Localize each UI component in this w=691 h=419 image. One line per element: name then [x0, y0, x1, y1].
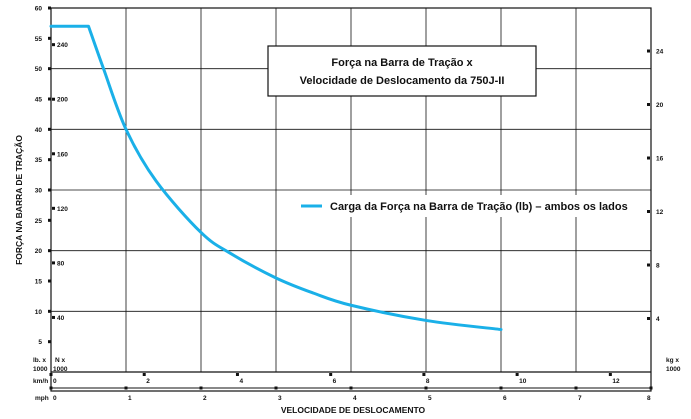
n-tick-mark — [52, 315, 55, 319]
lb-tick-label: 5 — [38, 339, 42, 346]
mph-tick-mark — [124, 386, 128, 390]
legend: Carga da Força na Barra de Tração (lb) –… — [296, 195, 641, 217]
mph-unit-label: mph — [35, 395, 49, 402]
kg-tick-label: 4 — [656, 316, 660, 323]
lb-tick-label: 25 — [35, 218, 43, 225]
lb-tick-mark — [48, 188, 51, 192]
mph-tick-label: 0 — [53, 395, 57, 402]
kg-tick-label: 16 — [656, 156, 664, 163]
lb-tick-mark — [48, 309, 51, 313]
lb-tick-label: 35 — [35, 157, 43, 164]
kmh-tick-label: 0 — [53, 378, 57, 385]
n-tick-mark — [52, 261, 55, 265]
lb-tick-label: 10 — [35, 309, 43, 316]
n-tick-label: 80 — [57, 260, 65, 267]
lb-tick-mark — [48, 67, 51, 71]
lb-tick-label: 30 — [35, 188, 43, 195]
mph-tick-label: 1 — [128, 395, 132, 402]
mph-tick-mark — [199, 386, 203, 390]
chart-title-box: Força na Barra de Tração x Velocidade de… — [267, 45, 537, 97]
kmh-tick-mark — [329, 373, 333, 376]
lb-tick-mark — [48, 6, 51, 10]
mph-tick-label: 5 — [428, 395, 432, 402]
lb-tick-label: 50 — [35, 66, 43, 73]
kmh-tick-mark — [235, 373, 239, 376]
kmh-tick-mark — [608, 373, 612, 376]
mph-tick-mark — [649, 386, 653, 390]
series-line-0 — [49, 24, 503, 332]
lb-tick-label: 55 — [35, 36, 43, 43]
lb-tick-label: 15 — [35, 279, 43, 286]
kg-tick-mark — [647, 263, 650, 267]
kmh-tick-label: 10 — [519, 378, 527, 385]
lb-tick-mark — [48, 218, 51, 222]
kg-unit-label-line1: kg x — [666, 357, 679, 364]
lb-tick-label: 40 — [35, 127, 43, 134]
mph-tick-mark — [349, 386, 353, 390]
mph-tick-label: 4 — [353, 395, 357, 402]
mph-tick-mark — [49, 386, 53, 390]
mph-tick-label: 3 — [278, 395, 282, 402]
mph-tick-label: 6 — [503, 395, 507, 402]
n-tick-mark — [52, 43, 55, 47]
kg-tick-label: 8 — [656, 263, 660, 270]
kg-unit-label-line2: 1000 — [666, 366, 681, 373]
kmh-unit-label: km/h — [33, 378, 48, 385]
lb-tick-mark — [48, 36, 51, 40]
legend-label: Carga da Força na Barra de Tração (lb) –… — [330, 201, 628, 213]
kmh-tick-label: 8 — [426, 378, 430, 385]
x-axis-title: VELOCIDADE DE DESLOCAMENTO — [281, 405, 426, 415]
kmh-tick-mark — [515, 373, 519, 376]
kmh-tick-label: 6 — [333, 378, 337, 385]
n-tick-label: 240 — [57, 42, 68, 49]
lb-tick-mark — [48, 97, 51, 101]
kg-tick-label: 12 — [656, 209, 664, 216]
n-unit-label-line2: 1000 — [53, 366, 68, 373]
mph-tick-label: 2 — [203, 395, 207, 402]
lb-tick-mark — [48, 249, 51, 253]
kg-tick-label: 20 — [656, 102, 664, 109]
n-tick-mark — [52, 97, 55, 101]
lb-tick-label: 60 — [35, 6, 43, 13]
kmh-tick-label: 2 — [146, 378, 150, 385]
axes: 6055504540353025201510524020016012080402… — [35, 6, 664, 403]
mph-tick-label: 7 — [578, 395, 582, 402]
n-tick-label: 120 — [57, 206, 68, 213]
kg-tick-mark — [647, 103, 650, 107]
lb-tick-mark — [48, 340, 51, 344]
mph-tick-mark — [574, 386, 578, 390]
kmh-tick-mark — [422, 373, 426, 376]
chart-title-line-1: Força na Barra de Tração x — [331, 57, 473, 69]
kg-tick-mark — [647, 210, 650, 214]
kmh-tick-mark — [142, 373, 146, 376]
lb-tick-mark — [48, 158, 51, 162]
lb-tick-label: 45 — [35, 97, 43, 104]
kg-tick-mark — [647, 156, 650, 160]
lb-unit-label-line1: lb. x — [33, 357, 46, 364]
lb-tick-label: 20 — [35, 248, 43, 255]
mph-tick-mark — [274, 386, 278, 390]
n-tick-mark — [52, 206, 55, 210]
n-tick-mark — [52, 152, 55, 156]
n-tick-label: 40 — [57, 315, 65, 322]
y-axis-title: FORÇA NA BARRA DE TRAÇÃO — [14, 135, 24, 265]
kmh-tick-label: 4 — [239, 378, 243, 385]
kg-tick-mark — [647, 317, 650, 321]
n-tick-label: 200 — [57, 97, 68, 104]
chart-title-line-2: Velocidade de Deslocamento da 750J-II — [300, 75, 505, 87]
kmh-tick-label: 12 — [612, 378, 620, 385]
lb-unit-label-line2: 1000 — [33, 366, 48, 373]
mph-tick-label: 8 — [647, 395, 651, 402]
kmh-tick-mark — [49, 373, 53, 376]
mph-tick-mark — [424, 386, 428, 390]
kg-tick-mark — [647, 49, 650, 53]
n-tick-label: 160 — [57, 151, 68, 158]
kg-tick-label: 24 — [656, 49, 664, 56]
n-unit-label-line1: N x — [55, 357, 66, 364]
lb-tick-mark — [48, 127, 51, 131]
lb-tick-mark — [48, 279, 51, 283]
mph-tick-mark — [499, 386, 503, 390]
series-layer — [49, 24, 503, 332]
